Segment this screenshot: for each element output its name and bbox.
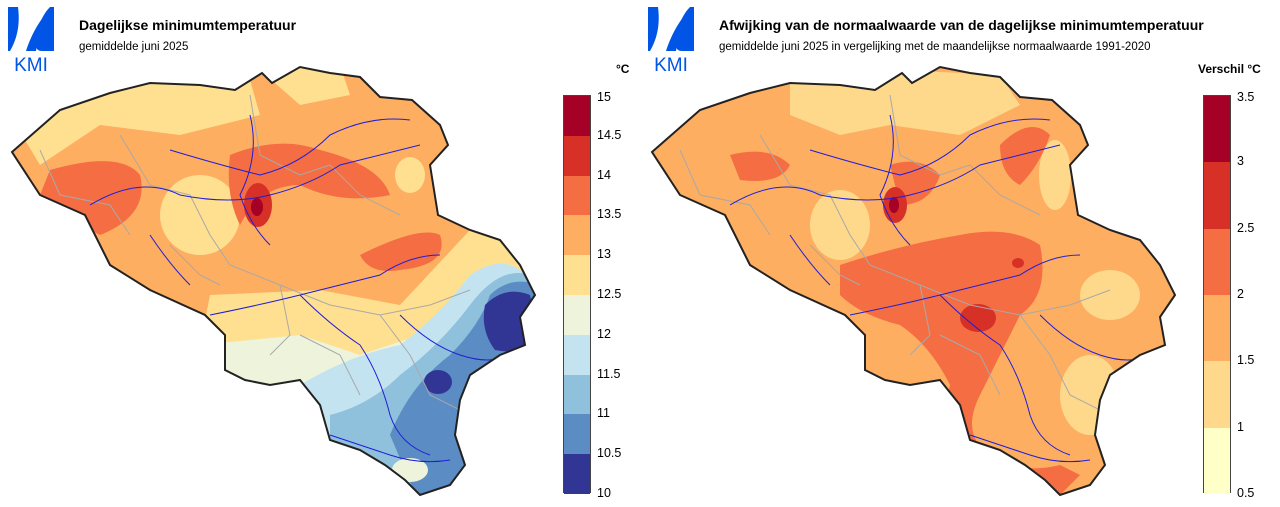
legend-swatch [1204,228,1230,295]
anomaly-map-panel: KMI Afwijking van de normaalwaarde van d… [640,0,1280,507]
svg-text:KMI: KMI [654,55,688,73]
legend-tick-label: 13.5 [597,207,622,222]
legend-swatch [564,215,590,256]
legend-tick-label: 11 [597,406,610,421]
temperature-map-panel: KMI Dagelijkse minimumtemperatuur gemidd… [8,7,630,500]
legend-tick-label: 2.5 [1237,220,1255,235]
legend-swatch [1204,427,1230,494]
legend-swatch [564,175,590,216]
legend-tick-label: 12.5 [597,287,622,301]
map-subtitle: gemiddelde juni 2025 [79,41,189,53]
map-title: Afwijking van de normaalwaarde van de da… [719,17,1204,33]
legend-tick-label: 13 [597,247,611,262]
legend-swatch [564,334,590,375]
kmi-logo: KMI [8,7,54,73]
legend-swatch [564,135,590,176]
legend-swatch [1204,96,1230,163]
color-legend [1203,95,1231,494]
legend-tick-label: 1 [1237,419,1244,434]
map-title: Dagelijkse minimumtemperatuur [79,17,297,33]
map-subtitle: gemiddelde juni 2025 in vergelijking met… [719,41,1151,53]
legend-swatch [564,255,590,295]
legend-swatch [1204,361,1230,428]
legend-swatch [1204,294,1230,362]
legend-unit: Verschil °C [1198,62,1261,76]
legend-tick-label: 10 [597,486,611,500]
legend-tick-label: 2 [1237,287,1244,301]
svg-text:KMI: KMI [14,55,48,73]
belgium-temperature-map [11,66,536,496]
legend-swatch [564,96,590,136]
legend-tick-label: 14.5 [597,127,622,142]
legend-tick-label: 0.5 [1237,486,1255,500]
legend-tick-label: 12 [597,326,611,341]
legend-swatch [564,294,590,335]
legend-swatch [564,454,590,494]
legend-swatch [1204,162,1230,229]
legend-tick-label: 3.5 [1237,90,1255,104]
legend-tick-label: 3 [1237,154,1244,169]
kmi-logo: KMI [648,7,694,73]
legend-tick-label: 10.5 [597,446,622,461]
legend-swatch [564,374,590,415]
legend-tick-label: 1.5 [1237,353,1255,368]
color-legend [563,95,591,494]
legend-tick-label: 14 [597,167,611,182]
belgium-anomaly-map [651,66,1176,496]
legend-tick-label: 15 [597,90,611,104]
legend-unit: °C [616,62,630,76]
legend-tick-label: 11.5 [597,366,621,381]
legend-swatch [564,414,590,455]
